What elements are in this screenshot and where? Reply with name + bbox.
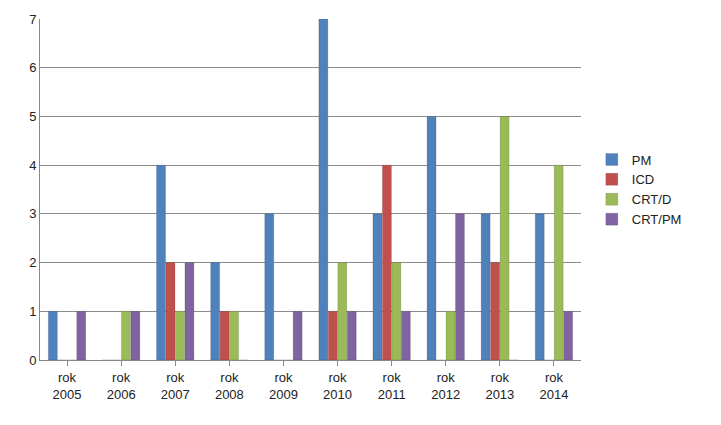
svg-text:1: 1 [29, 304, 36, 319]
svg-text:PM: PM [632, 153, 652, 168]
svg-text:6: 6 [29, 60, 36, 75]
svg-text:rok2010: rok2010 [323, 370, 352, 402]
svg-text:rok2011: rok2011 [378, 370, 406, 402]
svg-text:rok2013: rok2013 [485, 370, 514, 402]
svg-text:4: 4 [29, 158, 36, 173]
svg-text:rok2009: rok2009 [269, 370, 298, 402]
svg-text:3: 3 [29, 206, 36, 221]
svg-text:rok2012: rok2012 [431, 370, 460, 402]
svg-text:ICD: ICD [632, 172, 654, 187]
svg-text:rok2008: rok2008 [215, 370, 244, 402]
svg-text:0: 0 [29, 353, 36, 368]
svg-text:7: 7 [29, 12, 36, 27]
svg-text:rok2007: rok2007 [161, 370, 190, 402]
svg-text:CRT/PM: CRT/PM [632, 212, 682, 227]
svg-text:5: 5 [29, 109, 36, 124]
svg-text:rok2006: rok2006 [107, 370, 136, 402]
svg-text:rok2014: rok2014 [539, 370, 568, 402]
svg-text:CRT/D: CRT/D [632, 192, 671, 207]
svg-text:2: 2 [29, 255, 36, 270]
svg-text:rok2005: rok2005 [53, 370, 82, 402]
